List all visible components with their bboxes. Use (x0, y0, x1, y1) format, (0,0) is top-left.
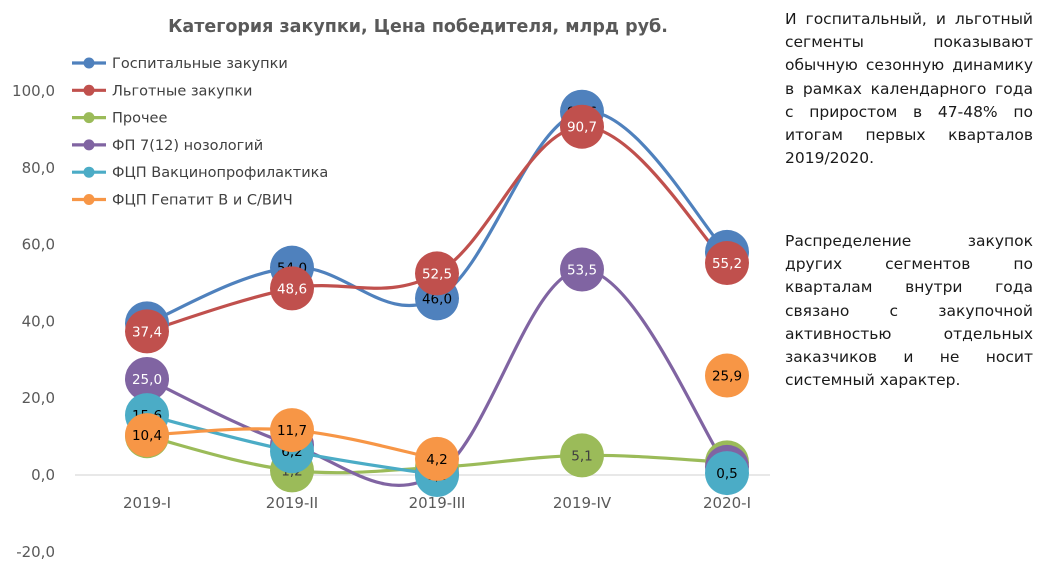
legend-marker-icon (83, 139, 95, 151)
y-tick-label: 60,0 (22, 236, 55, 254)
series-markers: 39,554,046,094,658,137,448,652,590,755,2… (125, 89, 749, 497)
y-tick-label: 100,0 (12, 82, 55, 100)
data-label: 48,6 (277, 281, 307, 297)
legend-item: Прочее (72, 111, 167, 127)
data-label: 4,2 (426, 452, 447, 468)
chart-title: Категория закупки, Цена победителя, млрд… (168, 17, 668, 37)
data-label: 25,9 (712, 369, 742, 385)
legend-item: ФП 7(12) нозологий (72, 138, 263, 154)
data-point-marker (705, 241, 749, 286)
x-tick-label: 2020-I (703, 494, 751, 512)
data-label: 52,5 (422, 266, 452, 282)
legend-label: ФП 7(12) нозологий (112, 138, 263, 154)
x-axis: 2019-I 2019-II 2019-III 2019-IV 2020-I (123, 494, 751, 512)
data-label: 5,1 (571, 448, 592, 464)
legend-label: ФЦП Вакцинопрофилактика (112, 165, 328, 181)
data-point-marker (125, 309, 169, 354)
legend-marker-icon (83, 166, 95, 178)
legend-label: Льготные закупки (112, 83, 252, 99)
data-point-marker (560, 247, 604, 292)
x-tick-label: 2019-II (266, 494, 318, 512)
data-point-marker (705, 451, 749, 496)
data-label: 10,4 (132, 428, 162, 444)
x-tick-label: 2019-IV (553, 494, 612, 512)
legend-marker-icon (83, 194, 95, 205)
legend-item: ФЦП Гепатит В и С/ВИЧ (72, 193, 293, 209)
data-label: 46,0 (422, 291, 452, 307)
data-label: 53,5 (567, 263, 597, 279)
data-point-marker (560, 433, 604, 478)
legend-item: Льготные закупки (72, 83, 252, 99)
x-tick-label: 2019-III (409, 494, 466, 512)
x-tick-label: 2019-I (123, 494, 171, 512)
series-line-3 (145, 267, 729, 487)
y-tick-label: 40,0 (22, 312, 55, 330)
legend-item: Госпитальные закупки (72, 56, 288, 72)
legend-marker-icon (83, 57, 95, 69)
data-label: 55,2 (712, 256, 742, 272)
data-label: 37,4 (132, 324, 162, 340)
data-label: 90,7 (567, 120, 597, 136)
data-label: 25,0 (132, 372, 162, 388)
legend-marker-icon (83, 112, 95, 124)
data-point-marker (270, 408, 314, 453)
legend-marker-icon (83, 84, 95, 96)
legend-item: ФЦП Вакцинопрофилактика (72, 165, 328, 181)
legend: Госпитальные закупки Льготные закупки Проч… (72, 56, 328, 209)
data-point-marker (415, 436, 459, 481)
data-label: 11,7 (277, 423, 307, 439)
legend-label: ФЦП Гепатит В и С/ВИЧ (112, 193, 293, 209)
y-tick-label: 0,0 (31, 466, 55, 484)
data-point-marker (125, 357, 169, 401)
data-point-marker (705, 353, 749, 398)
legend-label: Прочее (112, 111, 167, 127)
commentary-paragraph-2: Распределение закупок других сегментов п… (785, 232, 1033, 390)
legend-label: Госпитальные закупки (112, 56, 288, 72)
data-point-marker (560, 104, 604, 149)
y-tick-label: 20,0 (22, 389, 55, 407)
line-chart: Категория закупки, Цена победителя, млрд… (12, 17, 770, 561)
data-label: 0,5 (716, 466, 737, 482)
y-tick-label: -20,0 (16, 543, 55, 561)
commentary-paragraph-1: И госпитальный, и льготный сегменты пока… (785, 10, 1033, 168)
data-point-marker (270, 266, 314, 311)
y-tick-label: 80,0 (22, 159, 55, 177)
data-point-marker (415, 251, 459, 296)
y-axis: 100,0 80,0 60,0 40,0 20,0 0,0 -20,0 (12, 82, 55, 561)
data-point-marker (125, 413, 169, 458)
